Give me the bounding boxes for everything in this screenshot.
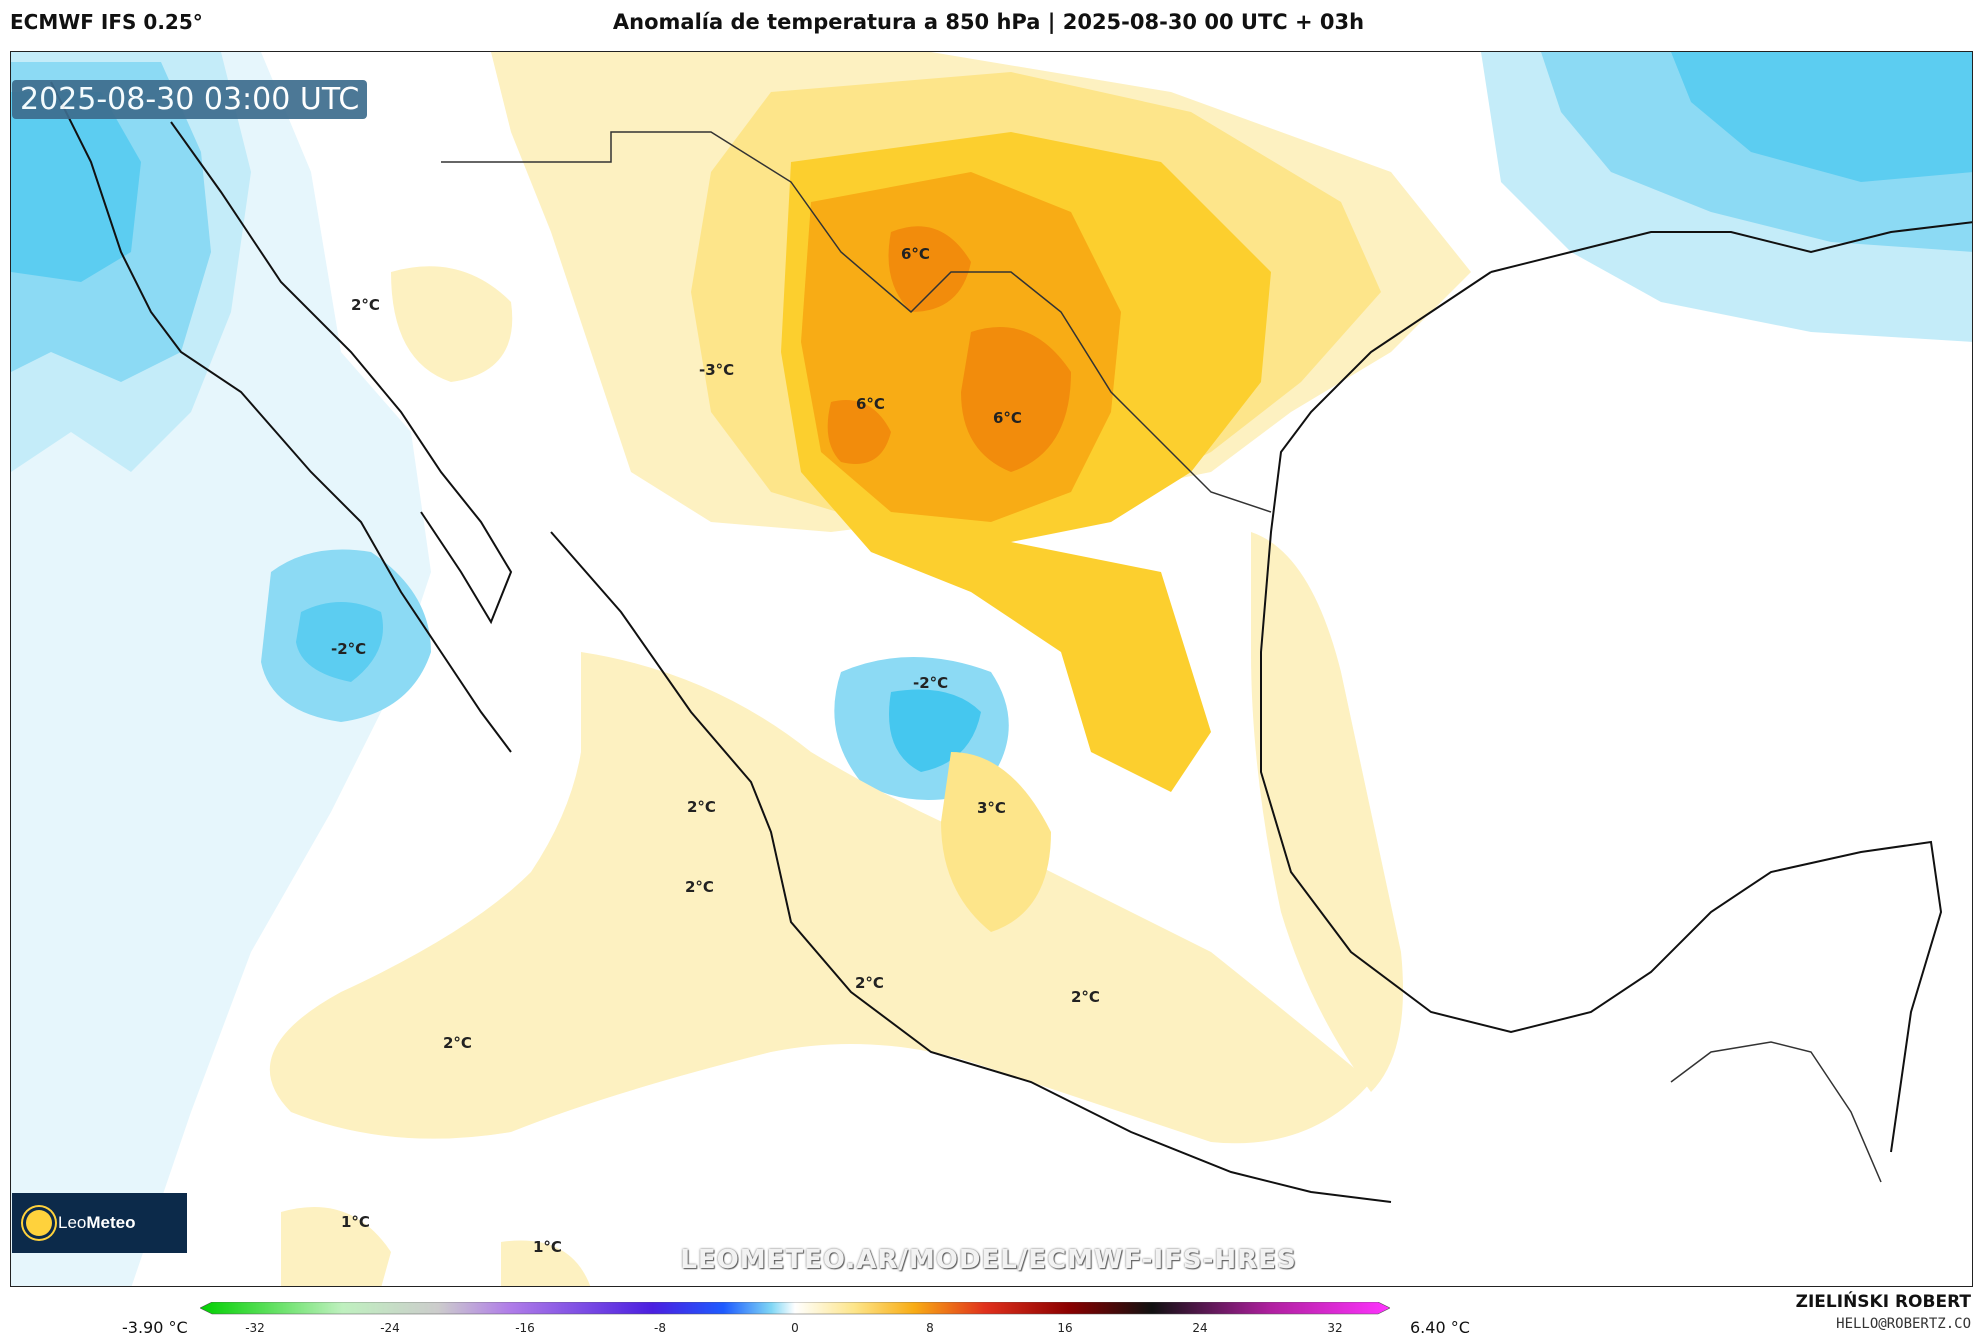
label-2c-b: 2°C: [685, 878, 714, 896]
label-minus2c-baja: -2°C: [331, 640, 366, 658]
warm-hot-core-3: [961, 327, 1071, 472]
label-2c-nw: 2°C: [351, 296, 380, 314]
label-minus2c-central: -2°C: [913, 674, 948, 692]
leometeo-logo[interactable]: LeoMeteo: [12, 1193, 187, 1253]
label-1c-b: 1°C: [533, 1238, 562, 1256]
colorbar-tick-6: 16: [1057, 1321, 1072, 1335]
model-name: ECMWF IFS 0.25°: [10, 10, 203, 34]
source-url: LEOMETEO.AR/MODEL/ECMWF-IFS-HRES: [680, 1245, 1297, 1275]
label-minus3c: -3°C: [699, 361, 734, 379]
colorbar-ticks: -32 -24 -16 -8 0 8 16 24 32: [245, 1321, 1342, 1335]
colorbar-gradient: [200, 1302, 1390, 1315]
warm-pale-gulf: [1251, 532, 1403, 1092]
guatemala-border: [1670, 1041, 1882, 1183]
logo-text: LeoMeteo: [58, 1213, 136, 1232]
label-6c-a: 6°C: [901, 245, 930, 263]
warm-pale-south: [269, 652, 1372, 1144]
colorbar: -32 -24 -16 -8 0 8 16 24 32: [200, 1302, 1390, 1335]
baja-east-coast: [170, 121, 513, 625]
coastlines: [50, 81, 1972, 1203]
chart-title: Anomalía de temperatura a 850 hPa | 2025…: [612, 10, 1365, 34]
warm-strong-north: [801, 172, 1121, 522]
label-3c: 3°C: [977, 799, 1006, 817]
colorbar-tick-1: -24: [380, 1321, 400, 1335]
baja-west-coast: [50, 81, 512, 753]
label-6c-b: 6°C: [856, 395, 885, 413]
cold-strong-nw: [11, 92, 141, 282]
label-2c-a: 2°C: [687, 798, 716, 816]
colorbar-max-label: 6.40 °C: [1410, 1318, 1470, 1337]
borders: [441, 131, 1882, 1183]
us-mexico-border: [441, 131, 1272, 513]
warm-hot-core-1: [888, 226, 971, 312]
cold-strong-central: [889, 689, 981, 772]
label-1c-a: 1°C: [341, 1213, 370, 1231]
label-2c-d: 2°C: [1071, 988, 1100, 1006]
colorbar-tick-4: 0: [791, 1321, 799, 1335]
warm-light-central: [941, 752, 1051, 932]
gulf-coast: [1260, 271, 1943, 1153]
us-gulf-coast: [1490, 221, 1972, 273]
label-2c-c: 2°C: [855, 974, 884, 992]
label-6c-c: 6°C: [993, 409, 1022, 427]
sun-icon: [26, 1210, 52, 1236]
colorbar-min-label: -3.90 °C: [122, 1318, 188, 1337]
map-panel[interactable]: 2°C -3°C 6°C 6°C 6°C -2°C -2°C 2°C 3°C 2…: [10, 51, 1973, 1287]
warm-hot-core-2: [827, 400, 891, 464]
anomaly-map: 2°C -3°C 6°C 6°C 6°C -2°C -2°C 2°C 3°C 2…: [11, 52, 1972, 1286]
cold-strong-baja: [296, 602, 383, 682]
valid-time-badge: 2025-08-30 03:00 UTC: [12, 80, 368, 119]
pacific-coast-mainland: [550, 531, 1392, 1203]
colorbar-tick-7: 24: [1192, 1321, 1207, 1335]
cold-strong-ne: [1671, 52, 1972, 182]
author-name: ZIELIŃSKI ROBERT: [1795, 1292, 1971, 1312]
label-2c-e: 2°C: [443, 1034, 472, 1052]
colorbar-tick-5: 8: [926, 1321, 934, 1335]
colorbar-tick-0: -32: [245, 1321, 265, 1335]
warm-pale-2c-nw: [391, 266, 513, 382]
colorbar-tick-2: -16: [515, 1321, 535, 1335]
author-email[interactable]: HELLO@ROBERTZ.CO: [1836, 1316, 1971, 1332]
colorbar-tick-8: 32: [1327, 1321, 1342, 1335]
warm-pale-1c-s: [501, 1240, 591, 1286]
colorbar-tick-3: -8: [654, 1321, 666, 1335]
warm-pale-1c-sw: [281, 1207, 391, 1286]
